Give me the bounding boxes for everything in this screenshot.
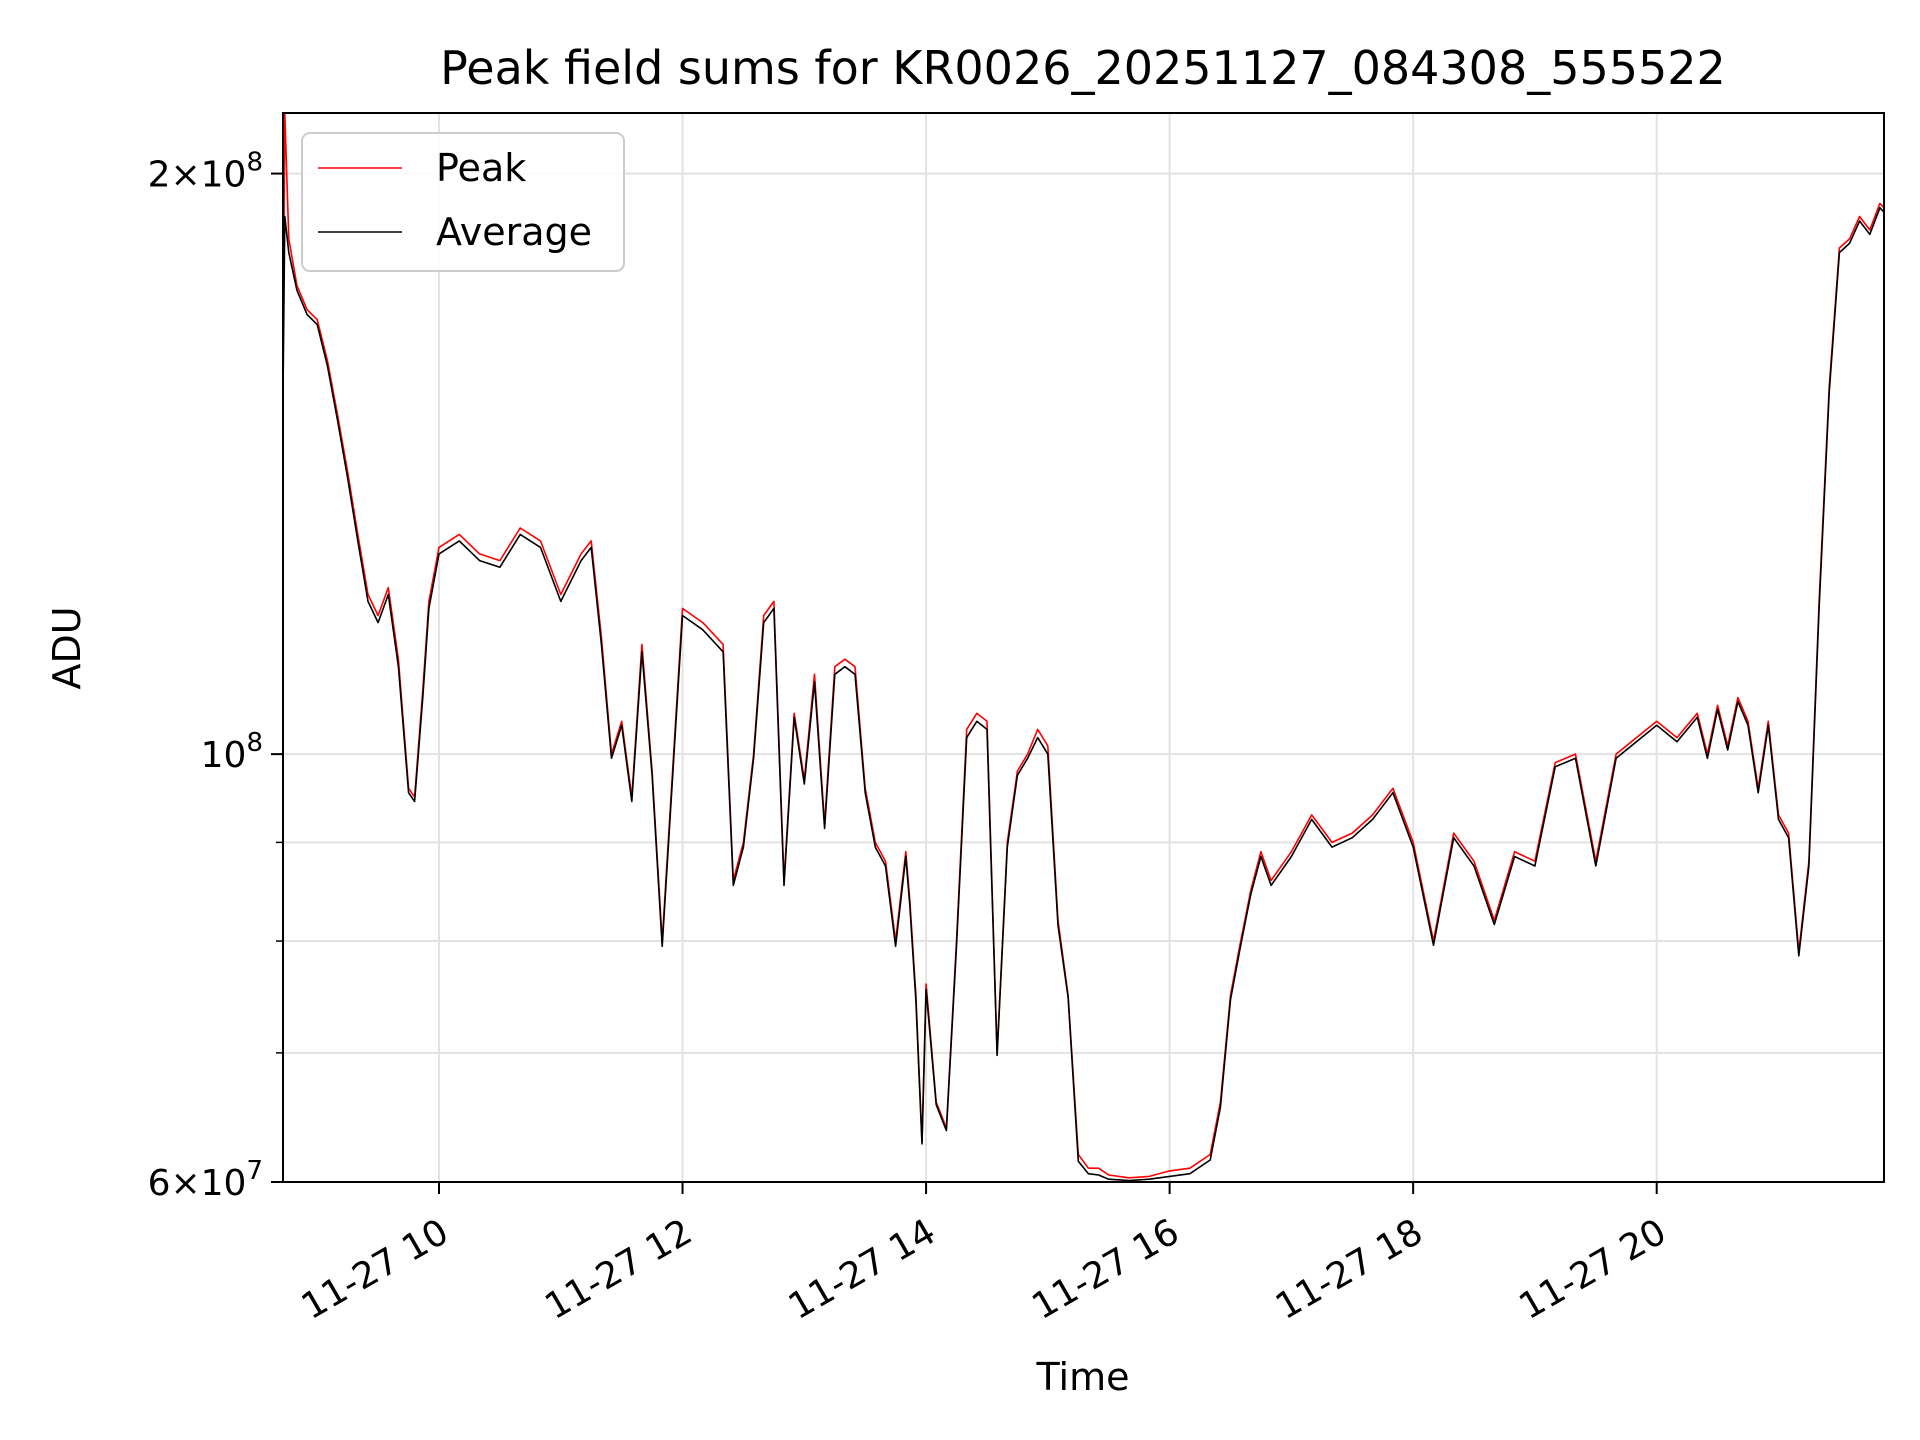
series-line-peak: [283, 113, 1884, 1179]
y-axis-label: ADU: [45, 606, 89, 689]
series-line-average: [283, 207, 1884, 1182]
y-tick-label: 108: [201, 728, 263, 776]
legend: Peak Average: [301, 132, 625, 272]
y-axis-ticks: 6×107 108 2×108: [148, 148, 283, 1204]
plot-area: [283, 113, 1884, 1182]
y-tick-label: 6×107: [148, 1156, 263, 1204]
legend-peak-label: Peak: [436, 146, 526, 190]
y-tick-label: 2×108: [148, 148, 263, 196]
plot-frame: [282, 112, 1885, 1183]
x-axis-label: Time: [1036, 1355, 1130, 1399]
chart-title: Peak field sums for KR0026_20251127_0843…: [440, 41, 1726, 95]
legend-average-label: Average: [436, 210, 592, 254]
series-lines: [283, 113, 1884, 1182]
